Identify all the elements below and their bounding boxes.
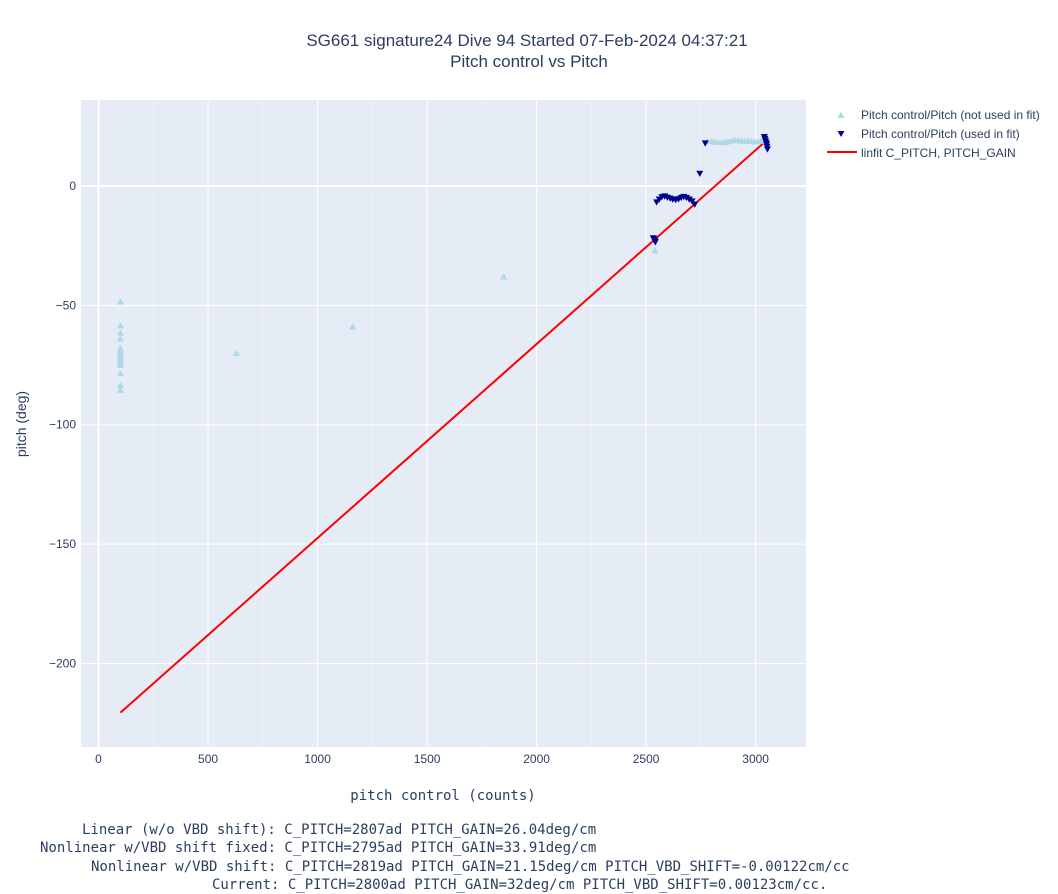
grid	[81, 100, 806, 747]
x-tick-label: 3000	[742, 752, 769, 766]
note-current: Current: C_PITCH=2800ad PITCH_GAIN=32deg…	[212, 876, 828, 893]
point-used	[691, 201, 699, 208]
x-axis-title: pitch control (counts)	[350, 788, 535, 804]
legend-label-linfit: linfit C_PITCH, PITCH_GAIN	[861, 146, 1016, 160]
point-not-used	[233, 349, 241, 356]
fit-line-series	[119, 138, 769, 714]
fit-line	[119, 138, 769, 714]
legend: Pitch control/Pitch (not used in fit) Pi…	[827, 108, 1040, 160]
x-tick-label: 2500	[633, 752, 660, 766]
point-used	[685, 196, 693, 203]
x-tick-label: 2000	[523, 752, 550, 766]
y-tick-label: −50	[56, 298, 77, 312]
legend-item-used[interactable]: Pitch control/Pitch (used in fit)	[837, 127, 1020, 141]
not-used-series	[116, 136, 765, 393]
note-nonlinear-shift: Nonlinear w/VBD shift: C_PITCH=2819ad PI…	[91, 858, 850, 875]
y-axis-title: pitch (deg)	[13, 391, 29, 457]
legend-marker-not-used	[837, 112, 845, 118]
point-not-used	[116, 386, 124, 393]
point-used	[763, 146, 771, 153]
point-used	[651, 239, 659, 246]
point-not-used	[116, 329, 124, 336]
point-not-used	[116, 361, 124, 368]
y-tick-label: −150	[49, 537, 76, 551]
point-not-used	[116, 322, 124, 329]
legend-item-linfit[interactable]: linfit C_PITCH, PITCH_GAIN	[827, 146, 1016, 160]
y-tick-label: −200	[49, 656, 76, 670]
chart-subtitle: Pitch control vs Pitch	[450, 52, 608, 71]
x-tick-label: 1000	[304, 752, 331, 766]
x-axis-ticks: 0 500 1000 1500 2000 2500 3000	[95, 752, 769, 766]
point-used	[696, 170, 704, 178]
point-not-used	[757, 137, 765, 144]
y-tick-label: −100	[49, 418, 76, 432]
point-not-used	[116, 369, 124, 377]
legend-label-used: Pitch control/Pitch (used in fit)	[861, 127, 1020, 141]
x-tick-label: 1500	[414, 752, 441, 766]
x-tick-label: 500	[198, 752, 218, 766]
x-tick-label: 0	[95, 752, 102, 766]
chart: SG661 signature24 Dive 94 Started 07-Feb…	[13, 31, 1040, 804]
point-not-used	[349, 323, 357, 330]
legend-item-not-used[interactable]: Pitch control/Pitch (not used in fit)	[837, 108, 1040, 122]
note-linear: Linear (w/o VBD shift): C_PITCH=2807ad P…	[82, 822, 597, 838]
used-series	[649, 133, 771, 246]
point-not-used	[116, 335, 124, 342]
point-used	[701, 140, 709, 147]
y-axis-ticks: 0 −50 −100 −150 −200	[49, 179, 76, 670]
note-nonlinear-fixed: Nonlinear w/VBD shift fixed: C_PITCH=279…	[40, 840, 597, 857]
point-not-used	[116, 298, 124, 305]
point-not-used	[116, 381, 124, 389]
legend-marker-used	[837, 131, 845, 137]
y-tick-label: 0	[69, 179, 76, 193]
point-used	[682, 194, 690, 202]
chart-title: SG661 signature24 Dive 94 Started 07-Feb…	[306, 31, 747, 50]
legend-label-not-used: Pitch control/Pitch (not used in fit)	[861, 108, 1040, 122]
plot-area[interactable]	[81, 100, 806, 747]
point-not-used	[500, 273, 508, 280]
point-not-used	[651, 246, 659, 254]
